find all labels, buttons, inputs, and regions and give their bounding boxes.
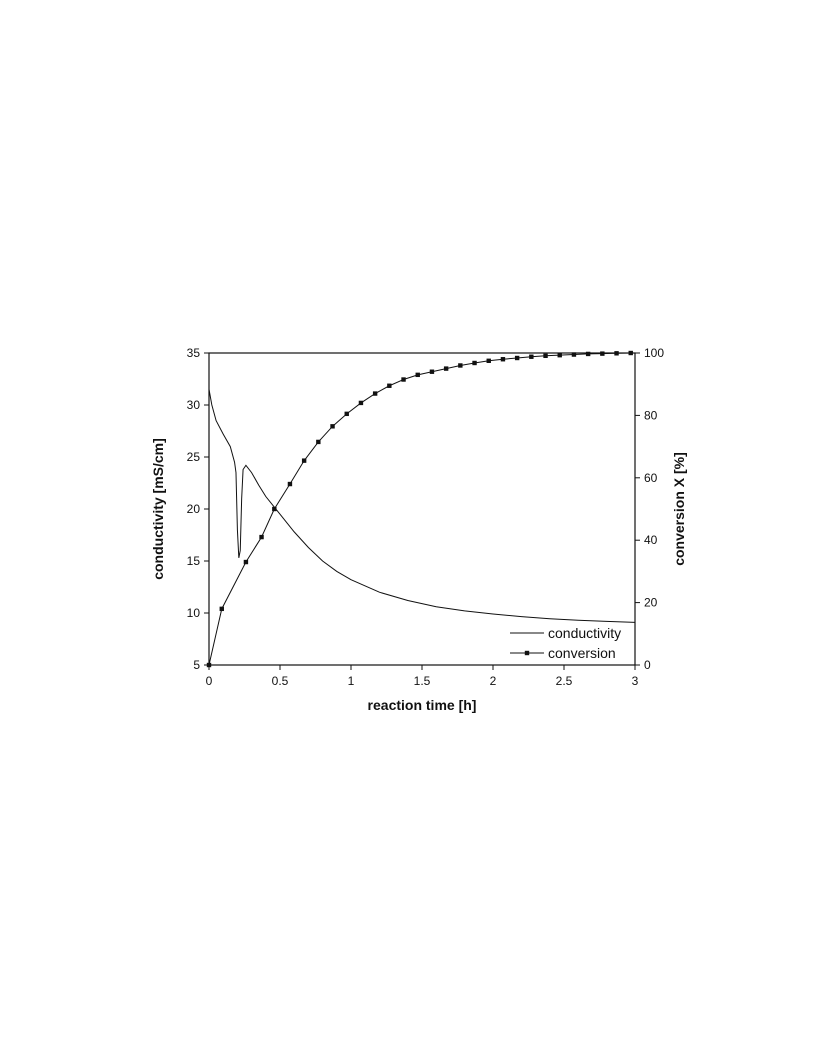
series-line <box>208 389 636 623</box>
series-marker <box>500 357 506 362</box>
series-marker <box>486 358 491 363</box>
y-tick-label: 25 <box>187 450 201 464</box>
series-marker <box>600 351 605 356</box>
y2-axis-label: conversion X [%] <box>671 452 687 566</box>
series-marker <box>206 662 212 668</box>
series-marker <box>529 354 534 359</box>
series-marker <box>219 606 224 612</box>
series-marker <box>443 366 449 371</box>
y-axis-label: conductivity [mS/cm] <box>150 438 166 580</box>
y2-tick-label: 0 <box>644 658 651 672</box>
y-tick-label: 5 <box>193 658 200 672</box>
series-marker <box>571 352 577 357</box>
legend-label: conductivity <box>548 625 621 641</box>
x-tick-label: 3 <box>632 674 639 688</box>
series-marker <box>472 360 477 366</box>
y2-tick-label: 40 <box>644 533 658 547</box>
y2-tick-label: 20 <box>644 596 658 610</box>
series-marker <box>301 458 307 463</box>
x-tick-label: 1.5 <box>414 674 431 688</box>
legend-label: conversion <box>548 645 616 661</box>
series-marker <box>614 351 619 356</box>
y2-tick-label: 60 <box>644 471 658 485</box>
legend-marker <box>524 650 530 656</box>
series-marker <box>401 377 406 382</box>
series-marker <box>316 439 321 445</box>
series-marker <box>372 391 378 396</box>
series-marker <box>628 350 633 356</box>
y-tick-label: 30 <box>187 398 201 412</box>
y-tick-label: 15 <box>187 554 201 568</box>
series-marker <box>429 369 435 374</box>
series-marker <box>358 400 364 406</box>
x-tick-label: 0 <box>206 674 213 688</box>
series-line <box>208 352 631 666</box>
y-tick-label: 20 <box>187 502 201 516</box>
series-marker <box>243 559 249 565</box>
series-marker <box>272 506 277 512</box>
series-marker <box>259 534 264 540</box>
x-tick-label: 2.5 <box>556 674 573 688</box>
y-tick-label: 35 <box>187 346 201 360</box>
series-marker <box>543 353 548 359</box>
series-marker <box>287 481 293 487</box>
x-tick-label: 2 <box>490 674 497 688</box>
x-axis-label: reaction time [h] <box>368 697 477 713</box>
y2-tick-label: 80 <box>644 408 658 422</box>
series-marker <box>514 355 520 361</box>
y-tick-label: 10 <box>187 606 201 620</box>
x-tick-label: 0.5 <box>272 674 289 688</box>
series-marker <box>387 383 392 388</box>
y2-tick-label: 100 <box>644 346 664 360</box>
series-marker <box>330 424 335 429</box>
x-tick-label: 1 <box>348 674 355 688</box>
series-marker <box>415 372 420 378</box>
series-marker <box>344 411 349 417</box>
series-marker <box>585 351 591 357</box>
series-marker <box>557 352 562 358</box>
series-marker <box>458 363 463 368</box>
